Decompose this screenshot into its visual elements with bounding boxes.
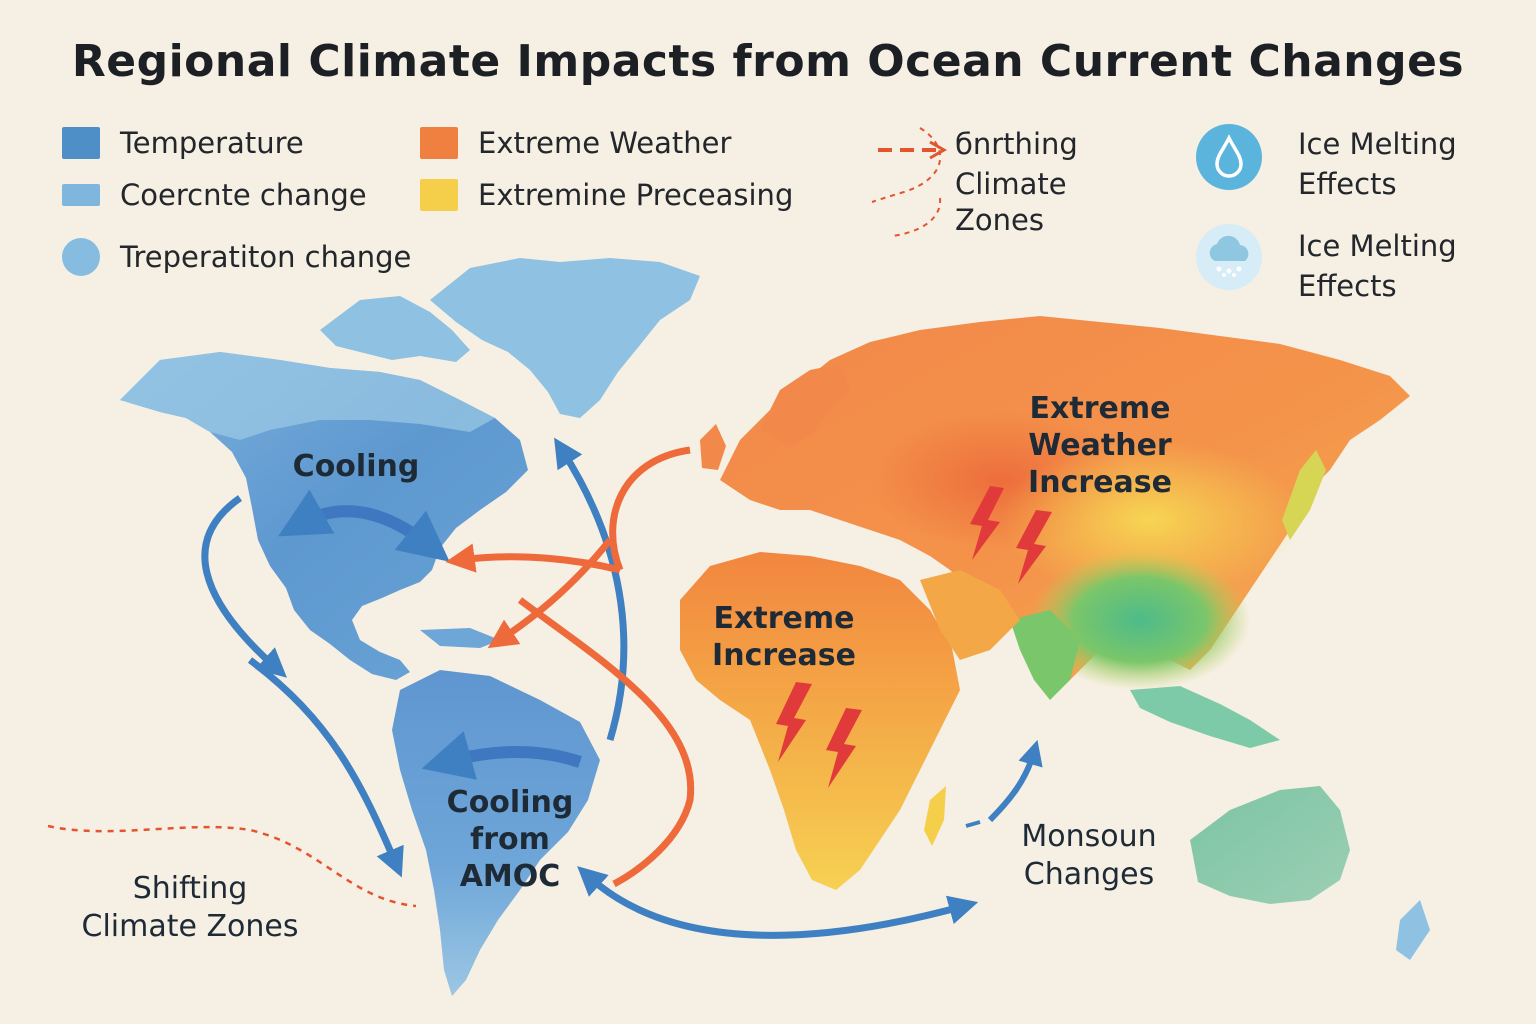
legend-label: Temperature: [120, 126, 304, 160]
monsoon-dashes: [965, 820, 981, 828]
pacific-current-arrow-2: [247, 657, 404, 878]
cooling-double-arrow: [278, 489, 450, 562]
madagascar: [924, 786, 946, 846]
legend-label: Coercnte change: [120, 178, 367, 212]
label-extreme-increase-line1: Extreme: [713, 601, 855, 636]
gulf-stream-arrow: [554, 437, 628, 742]
label-extreme-increase-line2: Increase: [712, 638, 856, 673]
extreme-weather-swatch: [420, 127, 458, 159]
shifting-zones-dashed-line: [47, 824, 417, 908]
legend-item-coercnte: Coercnte change: [62, 178, 367, 212]
legend-shifting-zones: бnrthing Climate Zones: [955, 124, 1078, 240]
pacific-current-arrow-1: [201, 495, 287, 678]
british-isles: [700, 424, 726, 470]
legend-ice-melting-2-line1: Ice Melting: [1298, 229, 1457, 263]
caribbean-islands: [420, 628, 500, 648]
australia: [1190, 786, 1350, 904]
warm-current-arrow-1: [609, 446, 691, 572]
legend-ice-melting-1-line2: Effects: [1298, 167, 1397, 201]
legend-ice-melting-1: Ice Melting Effects: [1298, 124, 1457, 204]
southern-ocean-arrow: [577, 866, 979, 939]
label-cooling-from-amoc-line2: from: [470, 822, 550, 857]
label-extreme-weather-increase-line3: Increase: [1028, 465, 1172, 500]
label-cooling-from-amoc-line1: Cooling: [446, 785, 574, 820]
coercnte-swatch: [62, 184, 100, 206]
arabian-peninsula: [920, 570, 1020, 660]
treperatiton-swatch: [62, 238, 100, 276]
warm-current-arrow-3: [445, 543, 621, 574]
label-shifting-line2: Climate Zones: [81, 909, 299, 944]
india: [1010, 610, 1080, 700]
greenland: [430, 258, 700, 418]
legend-label: Treperatiton change: [120, 240, 412, 274]
label-extreme-increase: Extreme Increase: [704, 600, 864, 674]
label-monsoon-changes: Monsoun Changes: [1004, 818, 1174, 894]
japan: [1282, 450, 1326, 540]
africa: [680, 552, 960, 890]
legend-item-treperatiton: Treperatiton change: [62, 238, 411, 276]
warm-current-arrow-2: [487, 537, 613, 649]
lightning-icon: [776, 486, 1052, 788]
label-extreme-weather-increase: Extreme Weather Increase: [1020, 390, 1180, 501]
new-zealand: [1396, 900, 1430, 960]
water-drop-icon: [1196, 124, 1262, 190]
legend-ice-melting-2: Ice Melting Effects: [1298, 226, 1457, 306]
legend-shifting-zones-text: Zones: [955, 203, 1044, 237]
legend-ice-melting-2-line2: Effects: [1298, 269, 1397, 303]
page-title: Regional Climate Impacts from Ocean Curr…: [71, 36, 1465, 87]
arctic-islands: [320, 296, 470, 362]
temperature-swatch: [62, 127, 100, 159]
monsoon-arrow: [987, 739, 1043, 823]
label-cooling-from-amoc: Cooling from AMOC: [440, 784, 580, 895]
legend-label: Extremine Preceasing: [478, 178, 794, 212]
snow-cloud-icon: [1196, 224, 1262, 290]
label-shifting-line1: Shifting: [132, 871, 248, 906]
label-shifting-climate-zones: Shifting Climate Zones: [70, 870, 310, 946]
label-monsoon-line1: Monsoun: [1021, 819, 1157, 854]
legend-ice-melting-1-line1: Ice Melting: [1298, 127, 1457, 161]
extremine-swatch: [420, 179, 458, 211]
legend-item-temperature: Temperature: [62, 126, 304, 160]
legend-label: Extreme Weather: [478, 126, 732, 160]
label-extreme-weather-increase-line2: Weather: [1028, 428, 1172, 463]
legend-shifting-climate: Climate: [955, 167, 1067, 201]
label-monsoon-line2: Changes: [1023, 857, 1155, 892]
warm-return-arrow: [517, 597, 695, 888]
scandinavia: [760, 364, 850, 446]
southeast-asia-islands: [1130, 686, 1280, 748]
legend-shifting-title: бnrthing: [955, 127, 1078, 161]
label-cooling: Cooling: [292, 449, 420, 484]
south-america-arrow: [421, 731, 582, 780]
shifting-zones-dashed-icon: [871, 127, 948, 237]
legend-item-extremine: Extremine Preceasing: [420, 178, 793, 212]
label-cooling-from-amoc-line3: AMOC: [459, 859, 561, 894]
legend-item-extreme-weather: Extreme Weather: [420, 126, 731, 160]
label-extreme-weather-increase-line1: Extreme: [1029, 391, 1171, 426]
alaska-lightzone: [120, 352, 495, 440]
